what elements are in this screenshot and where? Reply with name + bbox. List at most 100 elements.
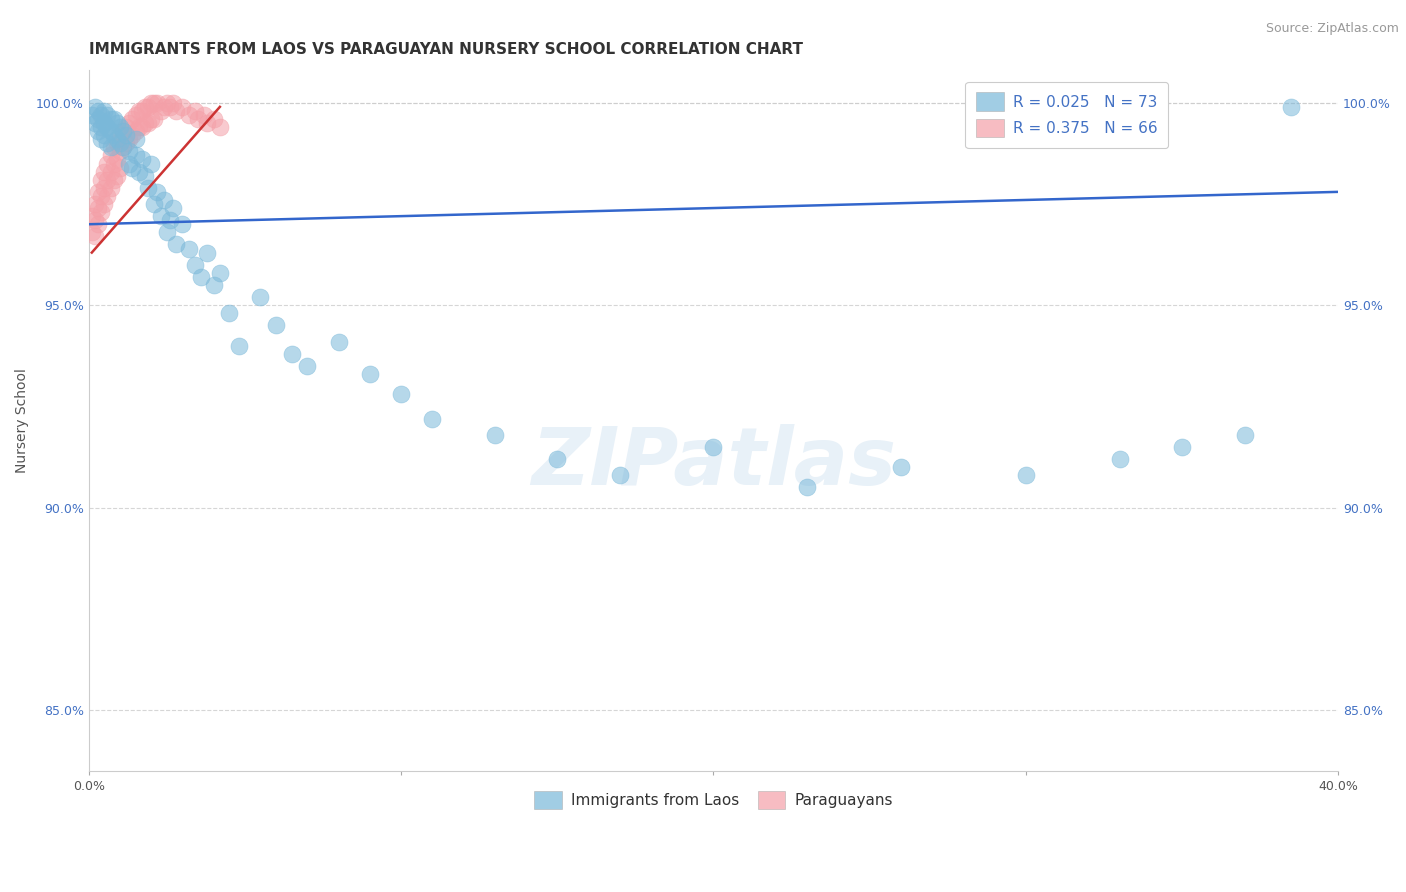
Point bbox=[93, 128, 115, 143]
Point bbox=[143, 112, 166, 126]
Point bbox=[159, 213, 181, 227]
Point bbox=[103, 156, 125, 170]
Point bbox=[197, 245, 219, 260]
Point bbox=[152, 100, 174, 114]
Point bbox=[128, 164, 150, 178]
Point bbox=[131, 103, 153, 118]
Y-axis label: Nursery School: Nursery School bbox=[15, 368, 30, 473]
Point bbox=[208, 120, 231, 134]
Point bbox=[141, 156, 163, 170]
Point bbox=[134, 100, 156, 114]
Point bbox=[100, 181, 122, 195]
Point bbox=[80, 209, 103, 223]
Point bbox=[90, 120, 112, 134]
Point bbox=[420, 411, 443, 425]
Point bbox=[105, 116, 128, 130]
Point bbox=[136, 181, 159, 195]
Point bbox=[108, 128, 131, 143]
Point bbox=[328, 334, 350, 349]
Point bbox=[146, 95, 169, 110]
Point bbox=[80, 108, 103, 122]
Point bbox=[105, 153, 128, 167]
Point bbox=[197, 116, 219, 130]
Point bbox=[131, 153, 153, 167]
Point bbox=[141, 112, 163, 126]
Point bbox=[149, 103, 172, 118]
Point bbox=[249, 290, 271, 304]
Point bbox=[1279, 100, 1302, 114]
Point bbox=[87, 103, 110, 118]
Point bbox=[100, 148, 122, 162]
Point bbox=[96, 120, 118, 134]
Point bbox=[108, 145, 131, 159]
Point bbox=[103, 128, 125, 143]
Point bbox=[134, 169, 156, 183]
Point bbox=[184, 103, 207, 118]
Point bbox=[90, 172, 112, 186]
Point bbox=[108, 161, 131, 175]
Point bbox=[143, 197, 166, 211]
Point bbox=[124, 108, 146, 122]
Point bbox=[118, 132, 141, 146]
Point bbox=[80, 225, 103, 239]
Point bbox=[162, 201, 184, 215]
Point bbox=[87, 112, 110, 126]
Point bbox=[90, 189, 112, 203]
Point bbox=[100, 124, 122, 138]
Point bbox=[359, 367, 381, 381]
Point bbox=[121, 128, 143, 143]
Point bbox=[100, 140, 122, 154]
Point bbox=[84, 100, 107, 114]
Point bbox=[152, 193, 174, 207]
Point bbox=[93, 164, 115, 178]
Point bbox=[128, 120, 150, 134]
Point bbox=[796, 480, 818, 494]
Point bbox=[93, 181, 115, 195]
Point bbox=[112, 140, 135, 154]
Point bbox=[702, 440, 724, 454]
Point bbox=[121, 161, 143, 175]
Point bbox=[546, 452, 568, 467]
Point bbox=[100, 164, 122, 178]
Text: ZIPatlas: ZIPatlas bbox=[531, 424, 896, 501]
Point bbox=[112, 124, 135, 138]
Point bbox=[172, 100, 194, 114]
Point bbox=[159, 100, 181, 114]
Point bbox=[118, 145, 141, 159]
Point bbox=[84, 116, 107, 130]
Point bbox=[121, 112, 143, 126]
Point bbox=[105, 169, 128, 183]
Point bbox=[141, 95, 163, 110]
Point bbox=[190, 269, 212, 284]
Point bbox=[124, 148, 146, 162]
Point bbox=[115, 120, 138, 134]
Point bbox=[84, 213, 107, 227]
Point bbox=[87, 217, 110, 231]
Point bbox=[96, 108, 118, 122]
Point bbox=[100, 112, 122, 126]
Point bbox=[103, 140, 125, 154]
Text: Source: ZipAtlas.com: Source: ZipAtlas.com bbox=[1265, 22, 1399, 36]
Point bbox=[156, 95, 179, 110]
Point bbox=[165, 237, 187, 252]
Point bbox=[118, 116, 141, 130]
Point bbox=[90, 205, 112, 219]
Point bbox=[264, 318, 287, 333]
Point bbox=[208, 266, 231, 280]
Point bbox=[112, 124, 135, 138]
Point bbox=[87, 201, 110, 215]
Point bbox=[187, 112, 209, 126]
Point bbox=[389, 387, 412, 401]
Point bbox=[90, 132, 112, 146]
Point bbox=[131, 120, 153, 134]
Point bbox=[87, 185, 110, 199]
Point bbox=[96, 136, 118, 151]
Point bbox=[228, 339, 250, 353]
Point bbox=[84, 197, 107, 211]
Point bbox=[136, 116, 159, 130]
Point bbox=[87, 124, 110, 138]
Point bbox=[156, 225, 179, 239]
Point bbox=[177, 108, 200, 122]
Point bbox=[280, 347, 302, 361]
Point bbox=[143, 95, 166, 110]
